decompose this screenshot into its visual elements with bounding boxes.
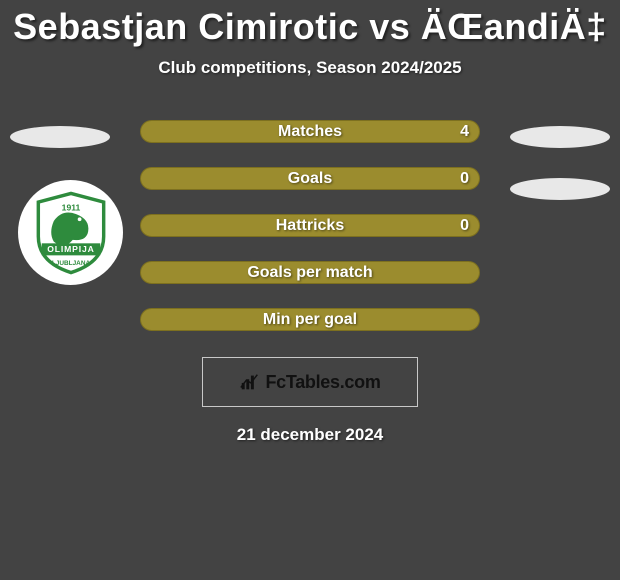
stat-label: Goals per match (247, 264, 372, 282)
stat-right-value: 0 (460, 217, 469, 235)
stat-row-min-per-goal: Min per goal (140, 308, 480, 331)
team2-placeholder (510, 178, 610, 200)
stat-right-value: 0 (460, 170, 469, 188)
stat-row-matches: Matches 4 (140, 120, 480, 143)
stat-label: Hattricks (276, 217, 344, 235)
stat-row-hattricks: Hattricks 0 (140, 214, 480, 237)
player1-placeholder (10, 126, 110, 148)
crest-year: 1911 (61, 202, 80, 212)
team1-crest: 1911 OLIMPIJA LJUBLJANA (18, 180, 123, 285)
stat-label: Goals (288, 170, 332, 188)
brand-label: FcTables.com (265, 372, 380, 393)
subtitle: Club competitions, Season 2024/2025 (0, 58, 620, 78)
page-title: Sebastjan Cimirotic vs ÄŒandiÄ‡ (0, 0, 620, 48)
crest-team-label: OLIMPIJA (47, 243, 94, 253)
olimpija-crest-icon: 1911 OLIMPIJA LJUBLJANA (28, 190, 114, 276)
stat-row-goals-per-match: Goals per match (140, 261, 480, 284)
stat-right-value: 4 (460, 123, 469, 141)
stat-row-goals: Goals 0 (140, 167, 480, 190)
brand-badge[interactable]: FcTables.com (202, 357, 418, 407)
bar-chart-icon (239, 371, 261, 393)
date-label: 21 december 2024 (0, 425, 620, 445)
stat-label: Matches (278, 123, 342, 141)
stat-label: Min per goal (263, 311, 357, 329)
crest-city-label: LJUBLJANA (51, 259, 90, 266)
player2-placeholder (510, 126, 610, 148)
